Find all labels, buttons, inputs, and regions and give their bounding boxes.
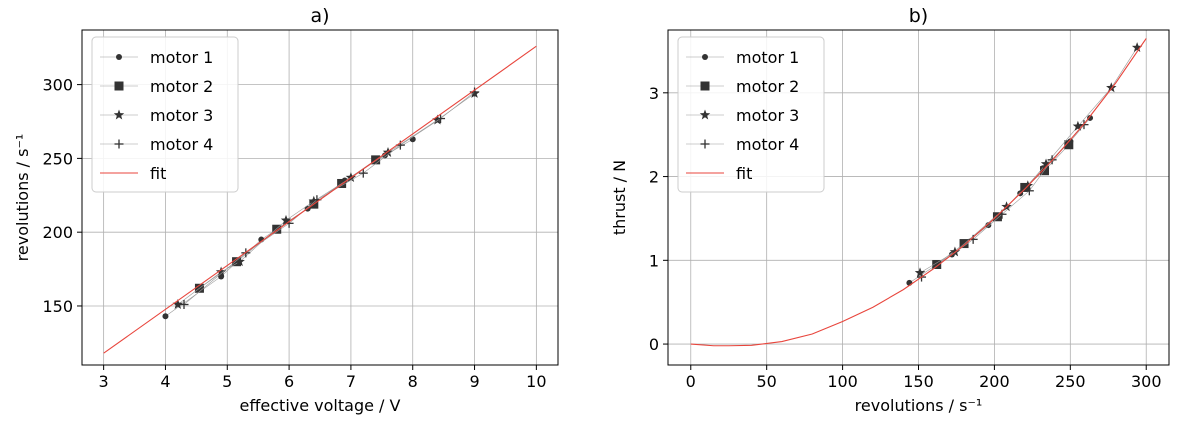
series-line-motor-3 [920,48,1137,273]
legend-label-motor-4: motor 4 [150,135,213,154]
y-tick-label: 3 [649,84,659,103]
legend-label-motor-1: motor 1 [736,48,799,67]
legend-marker-motor-2 [701,82,710,91]
data-point-motor-4 [180,300,189,309]
x-tick-label: 300 [1131,372,1162,391]
legend: motor 1 motor 2 motor 3 motor 4 fit [92,37,238,192]
x-tick-label: 9 [469,372,479,391]
legend-label-motor-4: motor 4 [736,135,799,154]
x-axis-label: revolutions / s⁻¹ [855,396,983,415]
legend-label-fit: fit [150,164,166,183]
legend-label-motor-1: motor 1 [150,48,213,67]
x-tick-label: 5 [222,372,232,391]
y-axis-label: thrust / N [610,160,629,235]
x-tick-label: 10 [526,372,546,391]
y-tick-label: 250 [42,149,73,168]
legend-label-motor-2: motor 2 [150,77,213,96]
y-axis-label: revolutions / s⁻¹ [13,134,32,262]
x-tick-label: 200 [979,372,1010,391]
x-tick-label: 100 [827,372,858,391]
chart-title: b) [909,5,928,27]
x-tick-label: 150 [903,372,934,391]
x-tick-label: 4 [160,372,170,391]
x-tick-label: 0 [686,372,696,391]
legend-label-motor-2: motor 2 [736,77,799,96]
data-point-motor-1 [162,313,168,319]
data-point-motor-2 [1040,166,1049,175]
legend-label-motor-3: motor 3 [736,106,799,125]
x-axis-label: effective voltage / V [240,396,401,415]
x-tick-label: 250 [1055,372,1086,391]
x-tick-label: 50 [757,372,777,391]
x-tick-label: 7 [346,372,356,391]
legend-marker-motor-2 [115,82,124,91]
legend-label-fit: fit [736,164,752,183]
y-tick-label: 200 [42,223,73,242]
y-tick-label: 150 [42,297,73,316]
data-point-motor-4 [359,169,368,178]
y-tick-label: 1 [649,251,659,270]
legend-marker-motor-1 [116,54,122,60]
x-tick-label: 6 [284,372,294,391]
chart-a: 3 4 5 6 7 8 9 10 150 200 250 300 a) effective voltage… [13,5,558,415]
y-tick-label: 0 [649,335,659,354]
y-tick-label: 2 [649,168,659,187]
series-line-motor-1 [909,118,1090,283]
legend-marker-motor-1 [702,54,708,60]
y-tick-label: 300 [42,76,73,95]
legend: motor 1 motor 2 motor 3 motor 4 fit [678,37,824,192]
legend-label-motor-3: motor 3 [150,106,213,125]
x-tick-label: 3 [99,372,109,391]
chart-title: a) [310,5,329,27]
x-tick-label: 8 [408,372,418,391]
chart-b: 0 50 100 150 200 250 300 0 1 2 3 b) revolutions / s⁻… [610,5,1169,415]
